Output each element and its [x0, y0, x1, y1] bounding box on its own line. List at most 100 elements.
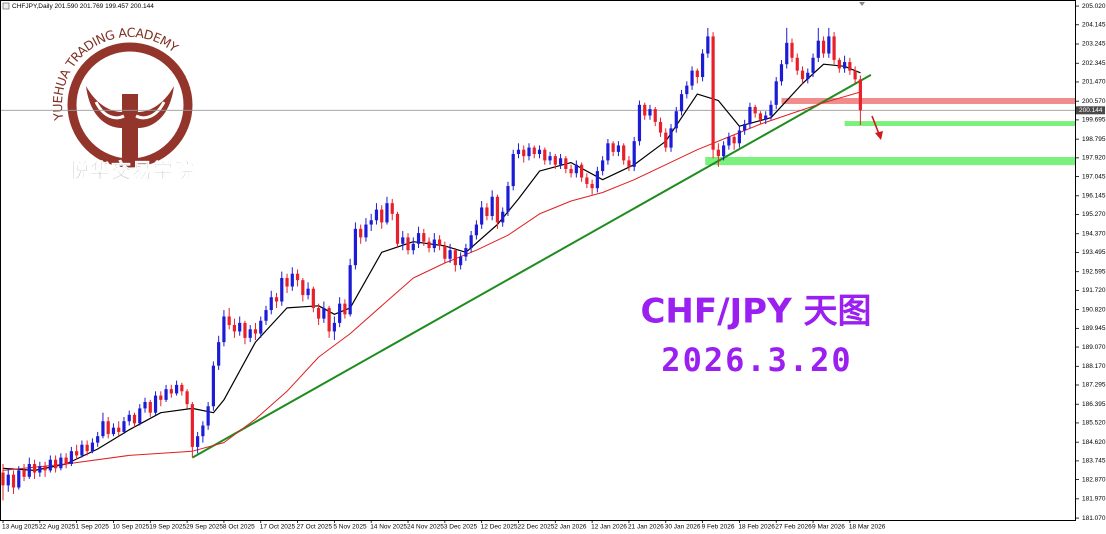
logo-mark — [86, 86, 174, 162]
plot — [0, 27, 1075, 501]
candle-body — [285, 277, 289, 287]
y-tick-label: 197.045 — [1082, 173, 1106, 180]
y-tick-label: 187.295 — [1082, 382, 1106, 389]
signal-arrow — [871, 115, 883, 140]
candle-body — [537, 149, 542, 155]
candle-body — [732, 136, 736, 144]
candle-body — [169, 389, 173, 394]
y-tick-label: 192.595 — [1082, 268, 1106, 275]
candle-body — [779, 64, 784, 82]
y-tick-label: 204.145 — [1082, 21, 1106, 28]
candle-body — [516, 149, 521, 155]
candle-body — [821, 40, 826, 54]
candle-body — [227, 316, 231, 326]
y-tick-label: 203.245 — [1082, 41, 1106, 48]
logo-ring — [67, 42, 193, 168]
candle-body — [669, 128, 673, 148]
candle-body — [69, 451, 73, 464]
candle-body — [59, 457, 63, 469]
candle-body — [427, 241, 431, 249]
candle-body — [711, 36, 715, 150]
x-tick-label: 2 Jan 2026 — [554, 524, 587, 531]
candle-body — [700, 53, 705, 78]
x-tick-label: 27 Feb 2026 — [775, 524, 812, 531]
candle-body — [795, 57, 799, 71]
candle-body — [364, 224, 368, 238]
candle-body — [190, 404, 194, 447]
candle-body — [401, 237, 405, 244]
annotation-title: CHF/JPY 天图 — [640, 292, 871, 332]
x-tick-label: 19 Sep 2025 — [149, 524, 186, 531]
candle-body — [806, 72, 810, 80]
y-tick-label: 184.620 — [1082, 439, 1106, 446]
candle-body — [601, 160, 605, 172]
candle-body — [122, 421, 126, 432]
x-tick-label: 29 Sep 2025 — [186, 524, 223, 531]
candle-body — [727, 136, 731, 146]
y-tick-label: 190.820 — [1082, 306, 1106, 313]
candle-body — [259, 320, 263, 334]
candle-body — [127, 414, 131, 422]
y-tick-label: 189.070 — [1082, 344, 1106, 351]
candle-body — [75, 451, 79, 456]
candle-body — [695, 70, 699, 78]
arrow-shaft — [871, 115, 880, 135]
candle-body — [490, 196, 494, 216]
price-zone — [781, 97, 1075, 104]
candle-body — [38, 466, 42, 473]
x-tick-label: 12 Dec 2025 — [481, 524, 518, 531]
x-tick-label: 18 Mar 2026 — [849, 524, 886, 531]
candle-body — [217, 342, 221, 366]
candle-body — [253, 329, 258, 334]
logo-title: 悦华交易学院 — [69, 159, 195, 183]
y-tick-label: 199.695 — [1082, 117, 1106, 124]
x-tick-label: 22 Aug 2025 — [39, 524, 76, 531]
candle-body — [690, 70, 694, 86]
x-tick-label: 9 Mar 2026 — [812, 524, 845, 531]
x-tick-label: 9 Feb 2026 — [702, 524, 735, 531]
y-tick-label: 188.170 — [1082, 363, 1106, 370]
candle-body — [306, 288, 310, 296]
candle-body — [616, 145, 621, 152]
candle-body — [6, 474, 10, 486]
x-tick-label: 24 Nov 2025 — [407, 524, 444, 531]
candle-body — [54, 459, 58, 469]
candle-body — [111, 427, 116, 435]
y-tick-label: 195.270 — [1082, 211, 1106, 218]
candle-body — [548, 156, 552, 161]
x-tick-label: 30 Jan 2026 — [665, 524, 701, 531]
candle-body — [527, 147, 531, 157]
candle-body — [159, 395, 163, 400]
x-tick-label: 1 Sep 2025 — [76, 524, 110, 531]
candle-body — [196, 436, 200, 447]
candle-body — [153, 395, 158, 413]
candle-body — [853, 70, 857, 80]
last-price-box — [1076, 106, 1105, 115]
candle-body — [17, 470, 21, 488]
x-tick-label: 12 Jan 2026 — [591, 524, 627, 531]
candle-body — [480, 207, 484, 225]
candle-body — [380, 209, 384, 223]
candle-body — [448, 250, 452, 259]
candle-body — [553, 156, 557, 165]
candle-body — [485, 207, 489, 216]
candle-body — [374, 209, 379, 221]
x-tick-label: 8 Oct 2025 — [223, 524, 255, 531]
x-tick-label: 13 Aug 2025 — [2, 524, 39, 531]
candle-body — [474, 224, 478, 236]
candle-body — [753, 106, 757, 114]
candle-body — [558, 158, 563, 165]
x-tick-label: 22 Dec 2025 — [517, 524, 554, 531]
candle-body — [774, 81, 778, 105]
candle-body — [432, 239, 436, 249]
y-tick-label: 202.345 — [1082, 60, 1106, 67]
candle-body — [138, 408, 142, 424]
candle-body — [327, 307, 331, 332]
logo-detail — [94, 101, 125, 120]
candle-body — [790, 42, 794, 58]
candle-body — [501, 211, 505, 223]
header-icon — [2, 2, 10, 10]
candle-body — [637, 104, 642, 142]
y-tick-label: 193.495 — [1082, 249, 1106, 256]
